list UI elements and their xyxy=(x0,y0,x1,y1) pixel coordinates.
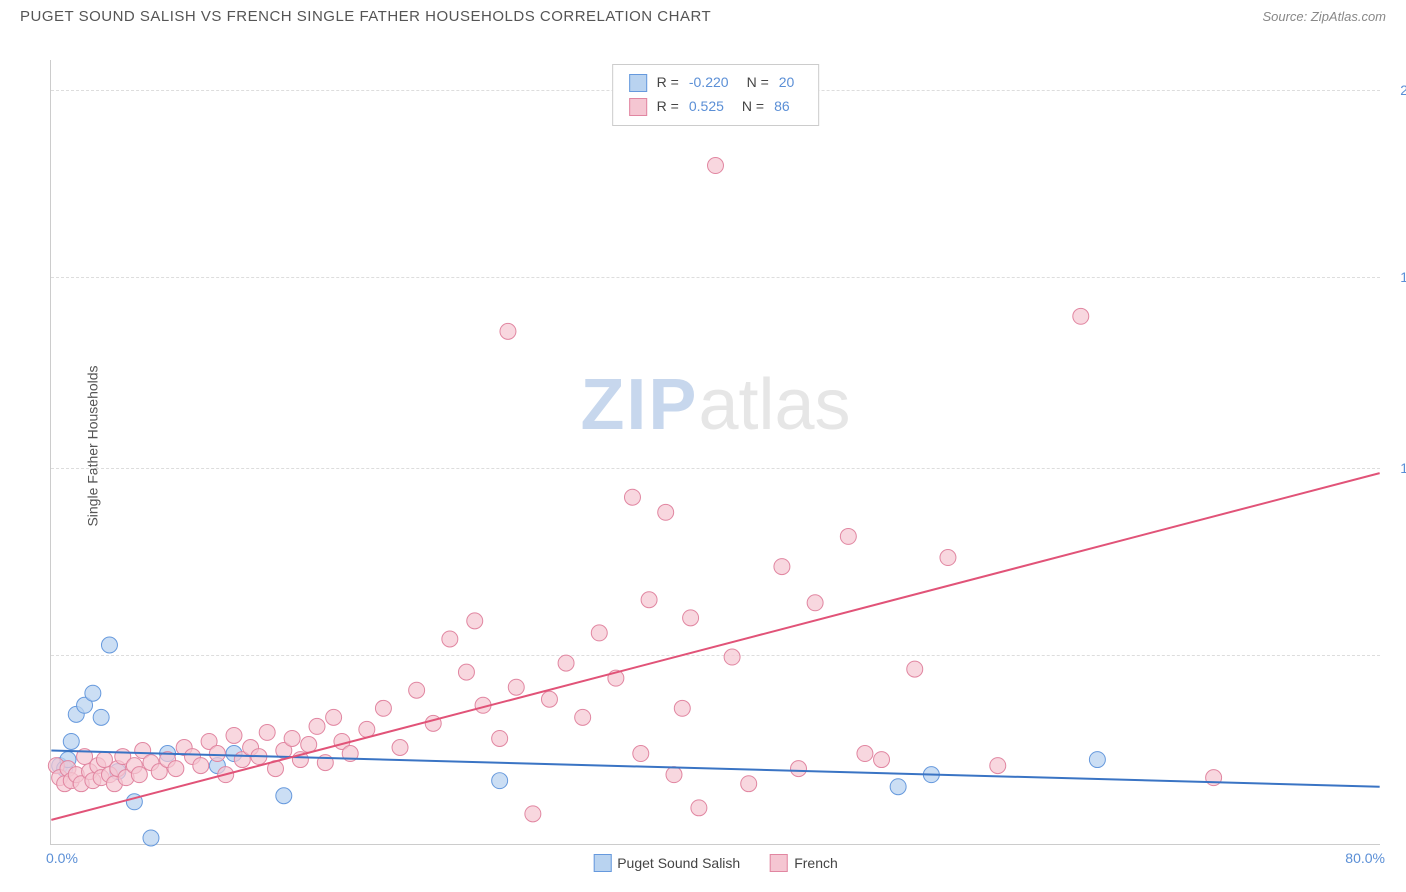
scatter-point xyxy=(409,682,425,698)
legend-swatch-1 xyxy=(770,854,788,872)
scatter-point xyxy=(791,761,807,777)
legend-swatch-0 xyxy=(593,854,611,872)
y-tick-label: 12.5% xyxy=(1385,460,1406,476)
legend-item-0: Puget Sound Salish xyxy=(593,854,740,872)
scatter-point xyxy=(63,733,79,749)
stats-row-1: R = 0.525 N = 86 xyxy=(629,95,803,119)
scatter-point xyxy=(359,721,375,737)
scatter-point xyxy=(890,779,906,795)
scatter-point xyxy=(907,661,923,677)
scatter-point xyxy=(940,550,956,566)
scatter-point xyxy=(309,718,325,734)
chart-title: PUGET SOUND SALISH VS FRENCH SINGLE FATH… xyxy=(20,8,711,25)
scatter-point xyxy=(193,758,209,774)
scatter-point xyxy=(131,767,147,783)
scatter-point xyxy=(674,700,690,716)
stats-swatch-0 xyxy=(629,74,647,92)
stats-swatch-1 xyxy=(629,98,647,116)
legend-label-1: French xyxy=(794,855,838,871)
scatter-point xyxy=(525,806,541,822)
chart-header: PUGET SOUND SALISH VS FRENCH SINGLE FATH… xyxy=(0,0,1406,25)
x-axis-max: 80.0% xyxy=(1345,850,1385,866)
scatter-point xyxy=(458,664,474,680)
scatter-point xyxy=(143,830,159,846)
scatter-point xyxy=(442,631,458,647)
scatter-point xyxy=(591,625,607,641)
scatter-point xyxy=(492,730,508,746)
scatter-point xyxy=(624,489,640,505)
y-tick-label: 6.3% xyxy=(1385,647,1406,663)
scatter-point xyxy=(691,800,707,816)
scatter-point xyxy=(558,655,574,671)
scatter-point xyxy=(284,730,300,746)
scatter-point xyxy=(840,528,856,544)
scatter-point xyxy=(641,592,657,608)
scatter-point xyxy=(741,776,757,792)
x-axis-min: 0.0% xyxy=(46,850,78,866)
scatter-point xyxy=(392,740,408,756)
scatter-point xyxy=(101,637,117,653)
scatter-point xyxy=(85,685,101,701)
stats-r-label-0: R = xyxy=(657,71,679,95)
scatter-point xyxy=(774,559,790,575)
scatter-point xyxy=(807,595,823,611)
scatter-point xyxy=(467,613,483,629)
scatter-point xyxy=(209,746,225,762)
scatter-point xyxy=(575,709,591,725)
legend-label-0: Puget Sound Salish xyxy=(617,855,740,871)
scatter-point xyxy=(990,758,1006,774)
stats-n-label-1: N = xyxy=(742,95,764,119)
scatter-point xyxy=(658,504,674,520)
stats-r-label-1: R = xyxy=(657,95,679,119)
stats-n-val-0: 20 xyxy=(779,71,795,95)
scatter-point xyxy=(226,727,242,743)
scatter-point xyxy=(492,773,508,789)
stats-r-val-0: -0.220 xyxy=(689,71,729,95)
scatter-point xyxy=(541,691,557,707)
stats-row-0: R = -0.220 N = 20 xyxy=(629,71,803,95)
stats-legend-box: R = -0.220 N = 20 R = 0.525 N = 86 xyxy=(612,64,820,126)
scatter-point xyxy=(326,709,342,725)
scatter-point xyxy=(508,679,524,695)
scatter-point xyxy=(276,788,292,804)
chart-plot-area: 6.3%12.5%18.8%25.0% ZIPatlas R = -0.220 … xyxy=(50,60,1380,845)
scatter-point xyxy=(375,700,391,716)
legend-item-1: French xyxy=(770,854,838,872)
scatter-point xyxy=(301,737,317,753)
stats-n-label-0: N = xyxy=(747,71,769,95)
stats-n-val-1: 86 xyxy=(774,95,790,119)
scatter-point xyxy=(259,724,275,740)
scatter-point xyxy=(633,746,649,762)
scatter-point xyxy=(708,158,724,174)
scatter-point xyxy=(93,709,109,725)
scatter-point xyxy=(1073,308,1089,324)
scatter-point xyxy=(724,649,740,665)
chart-source: Source: ZipAtlas.com xyxy=(1262,9,1386,24)
scatter-point xyxy=(1089,752,1105,768)
stats-r-val-1: 0.525 xyxy=(689,95,724,119)
scatter-point xyxy=(500,323,516,339)
scatter-point xyxy=(874,752,890,768)
y-tick-label: 25.0% xyxy=(1385,82,1406,98)
scatter-point xyxy=(666,767,682,783)
bottom-legend: Puget Sound Salish French xyxy=(593,854,838,872)
scatter-point xyxy=(683,610,699,626)
scatter-point xyxy=(857,746,873,762)
scatter-point xyxy=(168,761,184,777)
scatter-svg xyxy=(51,60,1380,844)
y-tick-label: 18.8% xyxy=(1385,269,1406,285)
